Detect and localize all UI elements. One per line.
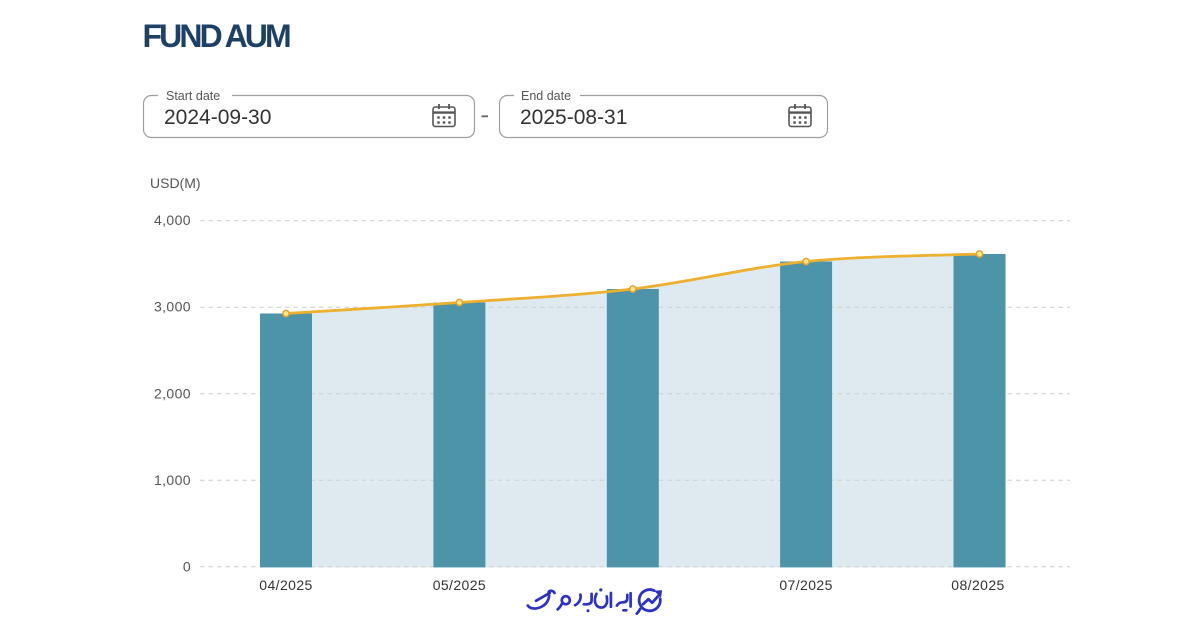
svg-text:2025-08-31: 2025-08-31 (520, 106, 627, 129)
svg-text:FUND AUM: FUND AUM (143, 18, 290, 54)
svg-text:1,000: 1,000 (154, 472, 191, 488)
svg-text:07/2025: 07/2025 (779, 577, 832, 593)
svg-text:4,000: 4,000 (154, 212, 191, 228)
svg-text:Start date: Start date (166, 89, 220, 103)
svg-text:08/2025: 08/2025 (951, 577, 1004, 593)
svg-text:04/2025: 04/2025 (259, 577, 312, 593)
svg-text:3,000: 3,000 (154, 299, 191, 315)
svg-text:2024-09-30: 2024-09-30 (164, 106, 271, 129)
svg-text:05/2025: 05/2025 (433, 577, 486, 593)
svg-text:0: 0 (183, 558, 191, 574)
svg-text:End date: End date (521, 89, 571, 103)
svg-text:USD(M): USD(M) (150, 175, 201, 191)
svg-text:2,000: 2,000 (154, 385, 191, 401)
